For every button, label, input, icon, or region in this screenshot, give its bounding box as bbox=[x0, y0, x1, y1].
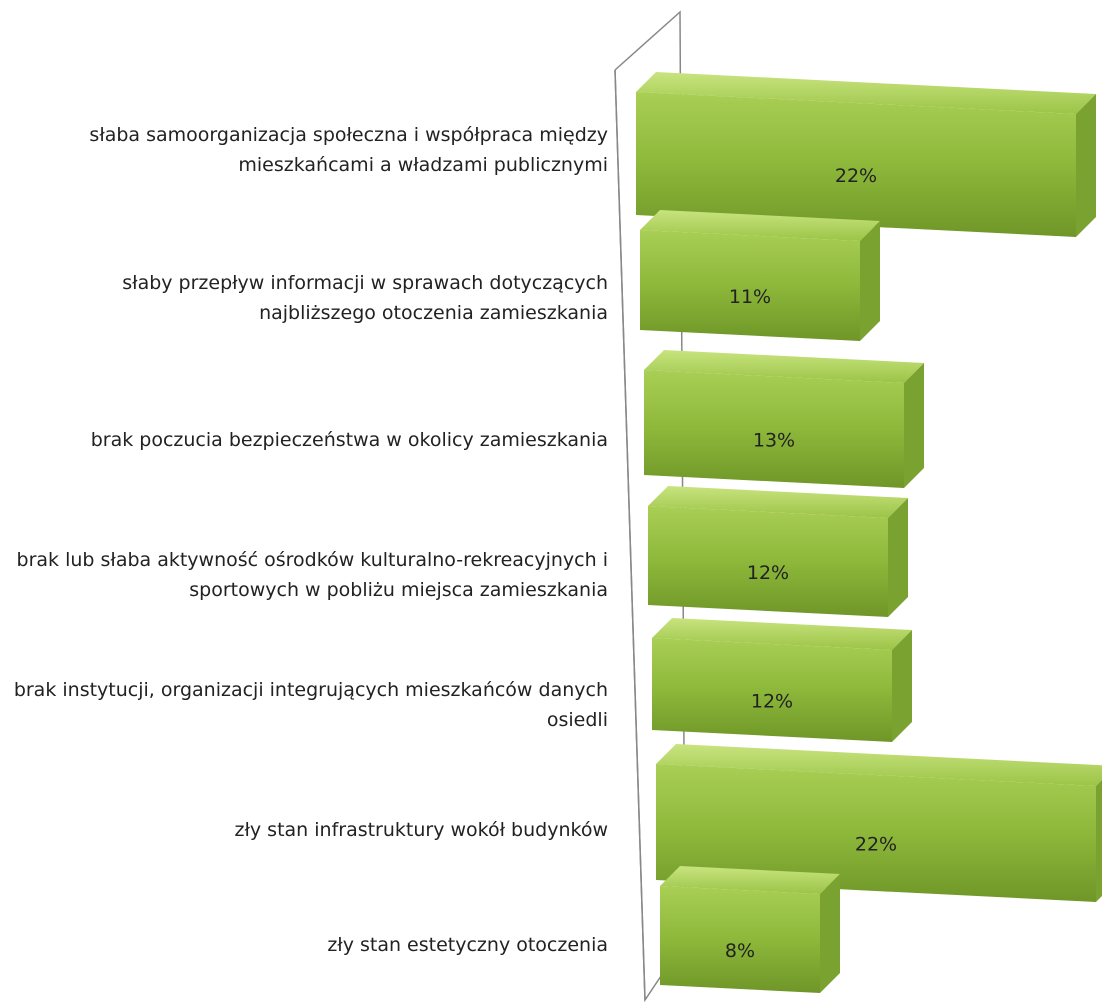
value-label: 22% bbox=[855, 834, 897, 856]
category-label: zły stan estetyczny otoczenia bbox=[327, 934, 608, 956]
bar-side bbox=[888, 498, 908, 617]
category-label: brak instytucji, organizacji integrujący… bbox=[13, 679, 608, 731]
bar-top bbox=[656, 744, 1102, 786]
category-label: brak lub słaba aktywność ośrodków kultur… bbox=[16, 549, 608, 601]
bar-top bbox=[660, 866, 840, 894]
bar-top bbox=[648, 486, 908, 518]
category-label: brak poczucia bezpieczeństwa w okolicy z… bbox=[90, 429, 608, 451]
bar bbox=[648, 506, 888, 617]
bar-side bbox=[892, 630, 912, 742]
bar-side bbox=[860, 221, 880, 341]
bar-side bbox=[820, 874, 840, 993]
value-label: 11% bbox=[729, 286, 771, 308]
category-label: słaby przepływ informacji w sprawach dot… bbox=[122, 272, 608, 324]
category-label: zły stan infrastruktury wokół budynków bbox=[234, 819, 608, 841]
value-label: 22% bbox=[835, 165, 877, 187]
bar bbox=[660, 886, 820, 993]
bar bbox=[640, 230, 860, 341]
value-label: 13% bbox=[753, 430, 795, 452]
bar-side bbox=[1076, 94, 1096, 237]
bar bbox=[656, 764, 1096, 902]
bar-side bbox=[1096, 780, 1102, 902]
bar-top bbox=[652, 618, 912, 650]
category-label: słaba samoorganizacja społeczna i współp… bbox=[89, 124, 608, 176]
value-label: 12% bbox=[751, 691, 793, 713]
bar-side bbox=[904, 363, 924, 488]
bar-top bbox=[640, 210, 880, 241]
value-label: 8% bbox=[725, 940, 755, 962]
bar bbox=[644, 370, 904, 488]
bar bbox=[636, 92, 1076, 237]
axis-line bbox=[614, 69, 646, 1001]
bar-top bbox=[636, 72, 1096, 114]
value-label: 12% bbox=[747, 562, 789, 584]
bar bbox=[652, 638, 892, 742]
bar-top bbox=[644, 350, 924, 383]
